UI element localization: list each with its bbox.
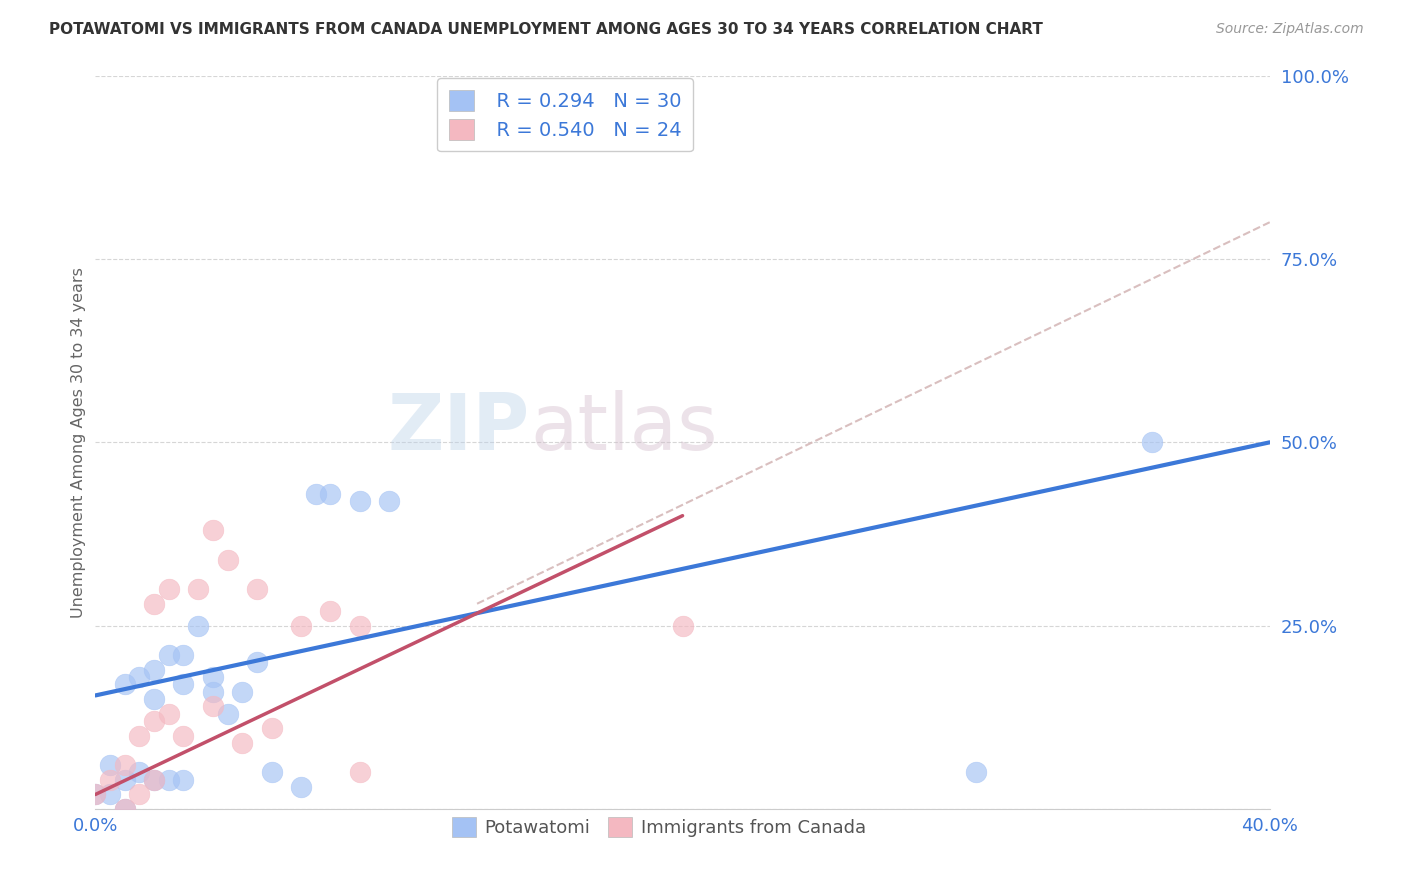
Point <box>114 802 136 816</box>
Point <box>157 582 180 596</box>
Point <box>157 706 180 721</box>
Point <box>128 729 150 743</box>
Point <box>217 706 239 721</box>
Text: POTAWATOMI VS IMMIGRANTS FROM CANADA UNEMPLOYMENT AMONG AGES 30 TO 34 YEARS CORR: POTAWATOMI VS IMMIGRANTS FROM CANADA UNE… <box>49 22 1043 37</box>
Point <box>349 765 371 780</box>
Point <box>260 722 283 736</box>
Text: ZIP: ZIP <box>388 390 530 466</box>
Point <box>143 714 166 728</box>
Point <box>201 699 224 714</box>
Point <box>260 765 283 780</box>
Point <box>246 582 269 596</box>
Point <box>172 772 194 787</box>
Point <box>319 486 342 500</box>
Point <box>157 648 180 662</box>
Point <box>128 788 150 802</box>
Point <box>172 729 194 743</box>
Point <box>187 618 209 632</box>
Point <box>143 692 166 706</box>
Point <box>84 788 107 802</box>
Text: atlas: atlas <box>530 390 717 466</box>
Point <box>965 765 987 780</box>
Point <box>231 736 253 750</box>
Point <box>143 663 166 677</box>
Point <box>217 552 239 566</box>
Point <box>114 677 136 691</box>
Point <box>201 670 224 684</box>
Point <box>671 618 693 632</box>
Point <box>143 772 166 787</box>
Point <box>290 618 312 632</box>
Point <box>128 765 150 780</box>
Point <box>290 780 312 794</box>
Y-axis label: Unemployment Among Ages 30 to 34 years: Unemployment Among Ages 30 to 34 years <box>72 267 86 618</box>
Point <box>349 618 371 632</box>
Point <box>319 604 342 618</box>
Point <box>378 494 401 508</box>
Point <box>304 486 326 500</box>
Point <box>172 677 194 691</box>
Point <box>349 494 371 508</box>
Point <box>143 597 166 611</box>
Point <box>84 788 107 802</box>
Point <box>231 685 253 699</box>
Text: Source: ZipAtlas.com: Source: ZipAtlas.com <box>1216 22 1364 37</box>
Point <box>187 582 209 596</box>
Point <box>114 772 136 787</box>
Point <box>157 772 180 787</box>
Point <box>172 648 194 662</box>
Legend: Potawatomi, Immigrants from Canada: Potawatomi, Immigrants from Canada <box>444 810 873 844</box>
Point <box>98 788 121 802</box>
Point <box>1142 435 1164 450</box>
Point <box>114 758 136 772</box>
Point <box>246 656 269 670</box>
Point <box>114 802 136 816</box>
Point <box>143 772 166 787</box>
Point <box>201 685 224 699</box>
Point <box>98 772 121 787</box>
Point <box>201 524 224 538</box>
Point <box>128 670 150 684</box>
Point <box>98 758 121 772</box>
